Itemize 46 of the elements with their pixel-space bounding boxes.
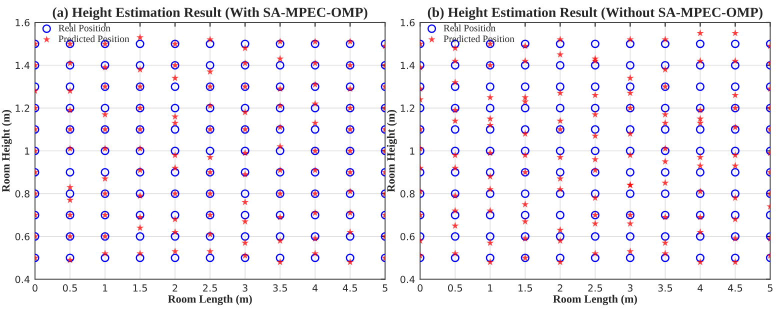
x-tick-label: 0.5 <box>62 284 77 292</box>
legend-label: Real Position <box>58 24 110 32</box>
x-tick-label: 4.5 <box>728 284 742 292</box>
y-tick-label: 1.4 <box>16 62 30 69</box>
x-tick-label: 3.5 <box>273 284 287 292</box>
x-tick-label: 0 <box>32 284 38 292</box>
y-axis-title: Room Height (m) <box>386 110 398 192</box>
x-tick-label: 4.5 <box>342 284 357 292</box>
y-tick-label: 0.8 <box>15 190 30 198</box>
x-tick-label: 5 <box>382 284 388 292</box>
y-tick-label: 1.6 <box>16 18 30 26</box>
legend-label: Predicted Position <box>58 35 130 42</box>
y-tick-label: 1 <box>410 147 414 155</box>
y-tick-label: 1.2 <box>400 104 414 112</box>
x-tick-label: 4 <box>312 284 318 292</box>
x-tick-label: 0.5 <box>448 284 462 292</box>
y-tick-label: 0.8 <box>400 190 415 198</box>
chart-title: (a) Height Estimation Result (With SA-MPEC-OMP) <box>52 7 368 20</box>
y-tick-label: 0.6 <box>400 232 415 240</box>
x-tick-label: 1 <box>103 284 108 292</box>
y-tick-label: 1.6 <box>400 18 415 26</box>
x-tick-label: 3.5 <box>658 284 672 292</box>
x-axis-title: Room Length (m) <box>553 294 637 306</box>
x-tick-label: 1 <box>488 284 492 292</box>
y-tick-label: 0.6 <box>15 232 30 240</box>
x-tick-label: 2.5 <box>203 284 217 292</box>
x-tick-label: 2 <box>558 284 562 292</box>
x-tick-label: 5 <box>768 284 772 292</box>
legend-label: Predicted Position <box>444 35 514 42</box>
x-tick-label: 3 <box>628 284 632 292</box>
y-tick-label: 1.4 <box>400 62 415 69</box>
y-axis-title: Room Height (m) <box>2 110 12 192</box>
chart-title: (b) Height Estimation Result (Without SA-MPEC-OMP) <box>428 7 762 20</box>
x-tick-label: 2 <box>172 284 178 292</box>
y-tick-label: 0.4 <box>400 276 415 284</box>
x-axis-title: Room Length (m) <box>168 294 252 306</box>
x-tick-label: 1.5 <box>133 284 147 292</box>
x-tick-label: 2.5 <box>588 284 602 292</box>
y-tick-label: 0.4 <box>15 276 30 284</box>
legend-label: Real Position <box>444 24 496 32</box>
x-tick-label: 4 <box>698 284 703 292</box>
y-tick-label: 1 <box>25 147 30 155</box>
x-tick-label: 1.5 <box>518 284 532 292</box>
x-tick-label: 3 <box>242 284 248 292</box>
y-tick-label: 1.2 <box>16 104 30 112</box>
x-tick-label: 0 <box>418 284 423 292</box>
